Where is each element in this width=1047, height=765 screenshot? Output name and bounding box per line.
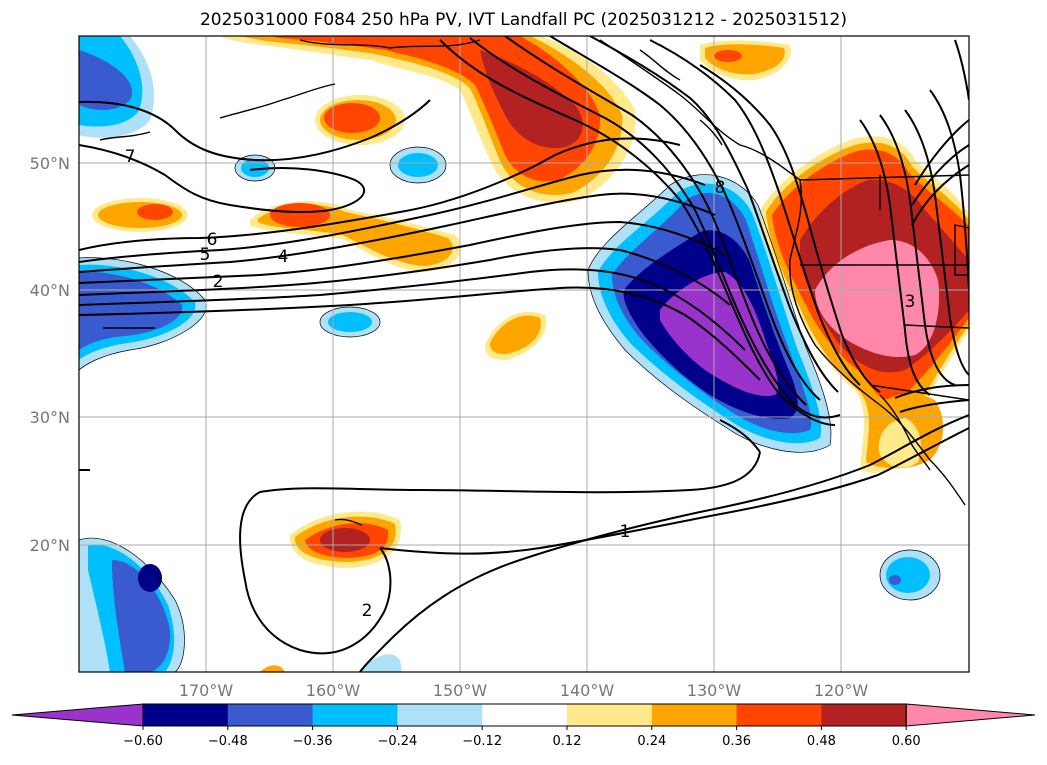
colorbar-tick-label: 0.60 [892, 734, 921, 749]
fill-outlines [79, 146, 941, 672]
colorbar-segment [651, 704, 738, 726]
lon-label: 140°W [560, 681, 615, 700]
colorbar-tick-label: −0.60 [123, 734, 163, 749]
contour-label: 6 [207, 230, 218, 250]
lon-label: 130°W [687, 681, 742, 700]
colorbar-segment [397, 704, 483, 726]
colorbar-tick-label: 0.48 [807, 734, 836, 749]
pv-anomaly-fill [79, 36, 969, 672]
colorbar-segment [227, 704, 314, 726]
contour-label: 5 [200, 245, 211, 265]
contour-label: 1 [620, 522, 631, 542]
colorbar-segment [821, 704, 907, 726]
colorbar-tick-label: 0.12 [553, 734, 582, 749]
contour-label: 7 [125, 147, 136, 167]
contour-labels: 7 6 5 4 2 8 3 1 2 [125, 147, 916, 621]
lon-label: 160°W [306, 681, 361, 700]
colorbar-segment [567, 704, 653, 726]
colorbar-tick-label: −0.24 [377, 734, 417, 749]
lon-label: 120°W [814, 681, 869, 700]
colorbar-tick-label: 0.24 [637, 734, 666, 749]
contour-label: 2 [213, 272, 224, 292]
colorbar-extend-max [905, 703, 1036, 727]
colorbar-extend-min [11, 703, 144, 727]
lat-label: 50°N [30, 154, 70, 173]
colorbar-outline [142, 703, 907, 727]
colorbar-tick-label: 0.36 [722, 734, 751, 749]
colorbar-segment [736, 704, 822, 726]
colorbar-tick-label: −0.48 [208, 734, 248, 749]
coastlines [99, 39, 969, 526]
map-title: 2025031000 F084 250 hPa PV, IVT Landfall… [199, 10, 847, 30]
map-frame [78, 35, 970, 673]
colorbar-segment [482, 704, 568, 726]
pv-contours [79, 36, 969, 672]
colorbar-segment [143, 704, 229, 726]
colorbar: −0.60 −0.48 −0.36 −0.24 −0.12 0.12 0.24 0.36 0.4… [11, 703, 1036, 749]
contour-label: 8 [715, 178, 726, 198]
contour-label: 4 [278, 247, 289, 267]
lat-label: 30°N [30, 408, 70, 427]
latitude-labels: 50°N 40°N 30°N 20°N [30, 154, 70, 555]
lon-label: 150°W [433, 681, 488, 700]
graticule [79, 36, 969, 672]
colorbar-tick-label: −0.12 [462, 734, 502, 749]
contour-label: 2 [362, 601, 373, 621]
lon-label: 170°W [179, 681, 234, 700]
longitude-labels: 170°W 160°W 150°W 140°W 130°W 120°W [179, 681, 869, 700]
contour-label: 3 [905, 292, 916, 312]
colorbar-tick-label: −0.36 [293, 734, 333, 749]
lat-label: 20°N [30, 536, 70, 555]
lat-label: 40°N [30, 281, 70, 300]
colorbar-segment [312, 704, 398, 726]
